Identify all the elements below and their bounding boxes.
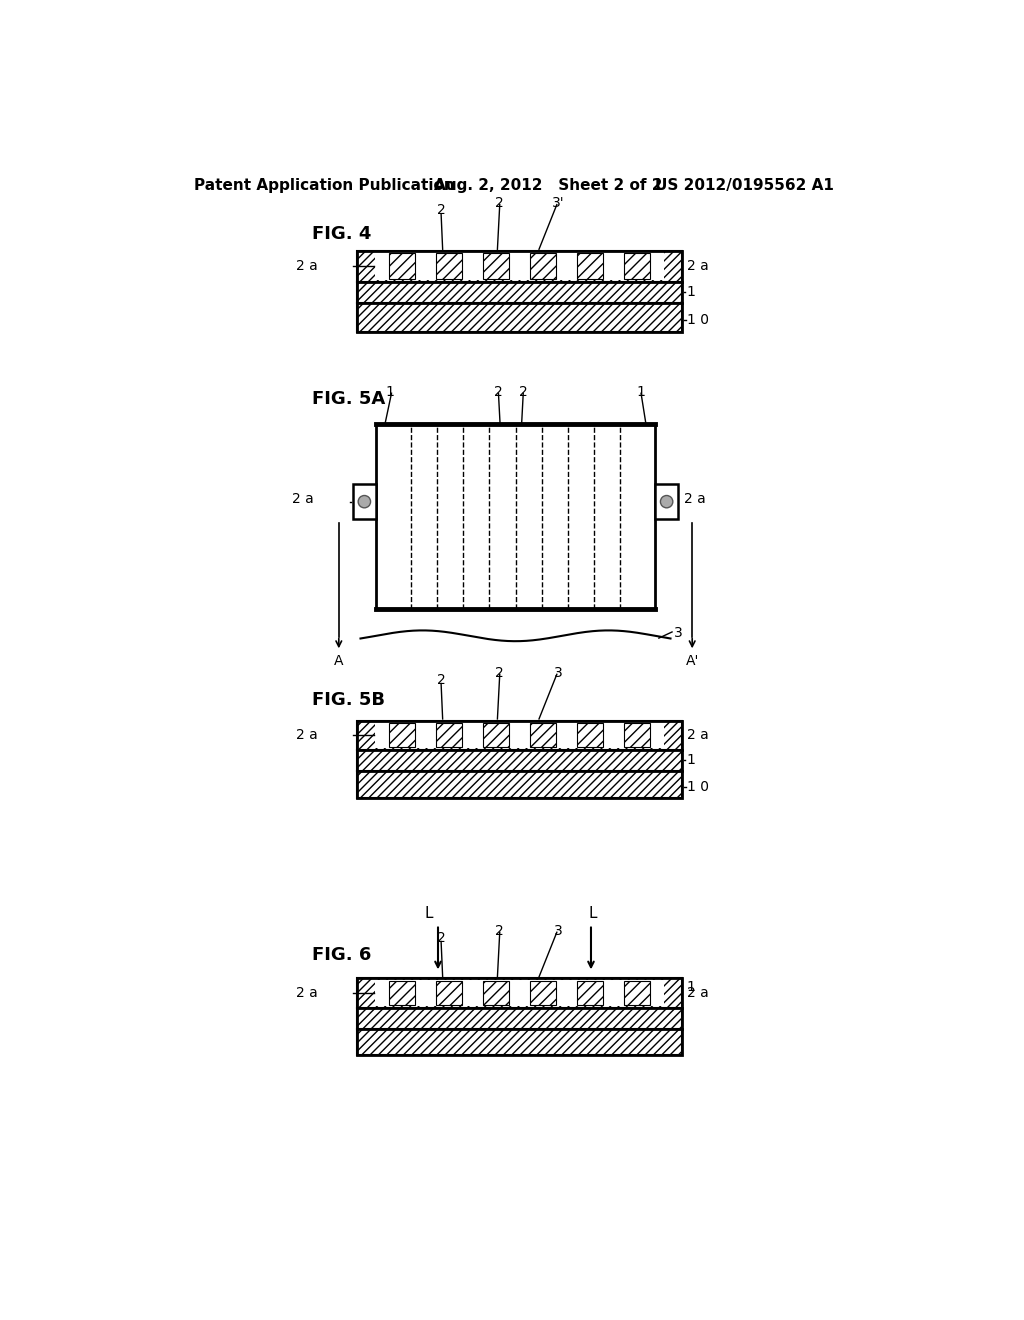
Bar xyxy=(436,253,462,280)
Bar xyxy=(624,253,650,280)
Text: A: A xyxy=(334,655,343,668)
Text: 2 a: 2 a xyxy=(292,492,314,507)
Bar xyxy=(483,723,509,747)
Text: 3: 3 xyxy=(675,627,683,640)
Text: 2: 2 xyxy=(519,384,527,399)
Text: 2 a: 2 a xyxy=(687,729,709,742)
Text: 2 a: 2 a xyxy=(296,986,317,1001)
Text: 2: 2 xyxy=(496,197,504,210)
Bar xyxy=(624,723,650,747)
Text: 2: 2 xyxy=(494,384,503,399)
Text: 2: 2 xyxy=(436,931,445,945)
Bar xyxy=(389,253,415,280)
Text: FIG. 5A: FIG. 5A xyxy=(311,389,385,408)
Bar xyxy=(624,981,650,1006)
Bar xyxy=(356,251,682,281)
Text: 1 0: 1 0 xyxy=(687,313,709,327)
Text: 2: 2 xyxy=(496,924,504,937)
Text: 1: 1 xyxy=(385,384,394,399)
Text: 2: 2 xyxy=(436,203,445,216)
Bar xyxy=(483,981,509,1006)
Bar xyxy=(436,723,462,747)
Text: 2 a: 2 a xyxy=(296,259,317,273)
Bar xyxy=(375,979,664,1006)
Text: FIG. 4: FIG. 4 xyxy=(311,224,371,243)
Bar xyxy=(356,281,682,304)
Text: L: L xyxy=(425,907,433,921)
Text: 3': 3' xyxy=(552,197,564,210)
Bar xyxy=(356,771,682,797)
Text: FIG. 6: FIG. 6 xyxy=(311,946,371,965)
Bar xyxy=(577,981,603,1006)
Text: 1 0: 1 0 xyxy=(687,780,709,793)
Text: 3: 3 xyxy=(554,665,563,680)
Text: 1: 1 xyxy=(687,285,695,300)
Bar xyxy=(356,750,682,771)
Bar xyxy=(483,253,509,280)
Bar xyxy=(577,723,603,747)
Text: 2: 2 xyxy=(436,673,445,686)
Bar xyxy=(436,981,462,1006)
Circle shape xyxy=(660,495,673,508)
Bar xyxy=(389,981,415,1006)
Text: L: L xyxy=(588,907,597,921)
Text: 1: 1 xyxy=(687,981,695,994)
Bar xyxy=(389,723,415,747)
Bar xyxy=(376,424,655,609)
Bar xyxy=(356,1028,682,1056)
Bar xyxy=(375,252,664,280)
Bar xyxy=(375,722,664,748)
Bar xyxy=(356,978,682,1056)
Bar xyxy=(356,978,682,1007)
Text: A': A' xyxy=(685,655,699,668)
Bar xyxy=(356,721,682,797)
Text: US 2012/0195562 A1: US 2012/0195562 A1 xyxy=(655,178,834,193)
Text: 2 a: 2 a xyxy=(687,259,709,273)
Bar xyxy=(356,251,682,331)
Circle shape xyxy=(358,495,371,508)
Bar xyxy=(577,253,603,280)
Bar xyxy=(352,484,376,519)
Text: 2: 2 xyxy=(496,665,504,680)
Text: FIG. 5B: FIG. 5B xyxy=(311,690,385,709)
Bar xyxy=(356,721,682,750)
Text: Patent Application Publication: Patent Application Publication xyxy=(194,178,455,193)
Bar xyxy=(356,1007,682,1028)
Text: 2 a: 2 a xyxy=(687,986,709,1001)
Text: 2 a: 2 a xyxy=(296,729,317,742)
Bar xyxy=(530,981,556,1006)
Bar xyxy=(530,723,556,747)
Text: 1: 1 xyxy=(687,754,695,767)
Bar xyxy=(655,484,678,519)
Text: 3: 3 xyxy=(554,924,563,937)
Text: 1: 1 xyxy=(637,384,645,399)
Text: Aug. 2, 2012   Sheet 2 of 2: Aug. 2, 2012 Sheet 2 of 2 xyxy=(434,178,663,193)
Text: 2 a: 2 a xyxy=(684,492,707,507)
Bar xyxy=(530,253,556,280)
Bar xyxy=(356,304,682,331)
